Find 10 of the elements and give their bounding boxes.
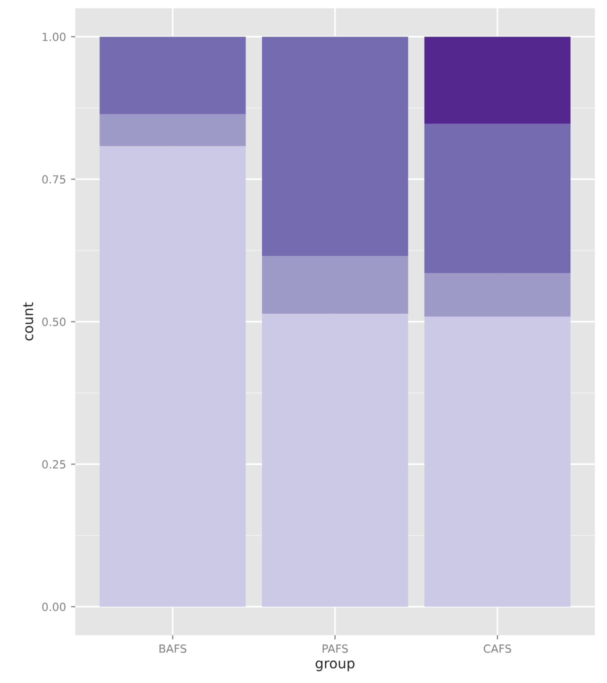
y-tick-label: 0.00 [42,602,66,612]
x-tick-label: BAFS [160,644,186,653]
x-tick-label: PAFS [322,644,348,653]
y-tick-label: 0.25 [42,460,66,469]
y-tick-label: 1.00 [42,32,66,42]
y-axis-title: count [23,302,34,341]
x-axis-title: group [316,660,354,672]
x-tick-label: CAFS [484,644,512,653]
y-tick-label: 0.50 [42,318,66,326]
y-tick-label: 0.75 [42,175,66,184]
